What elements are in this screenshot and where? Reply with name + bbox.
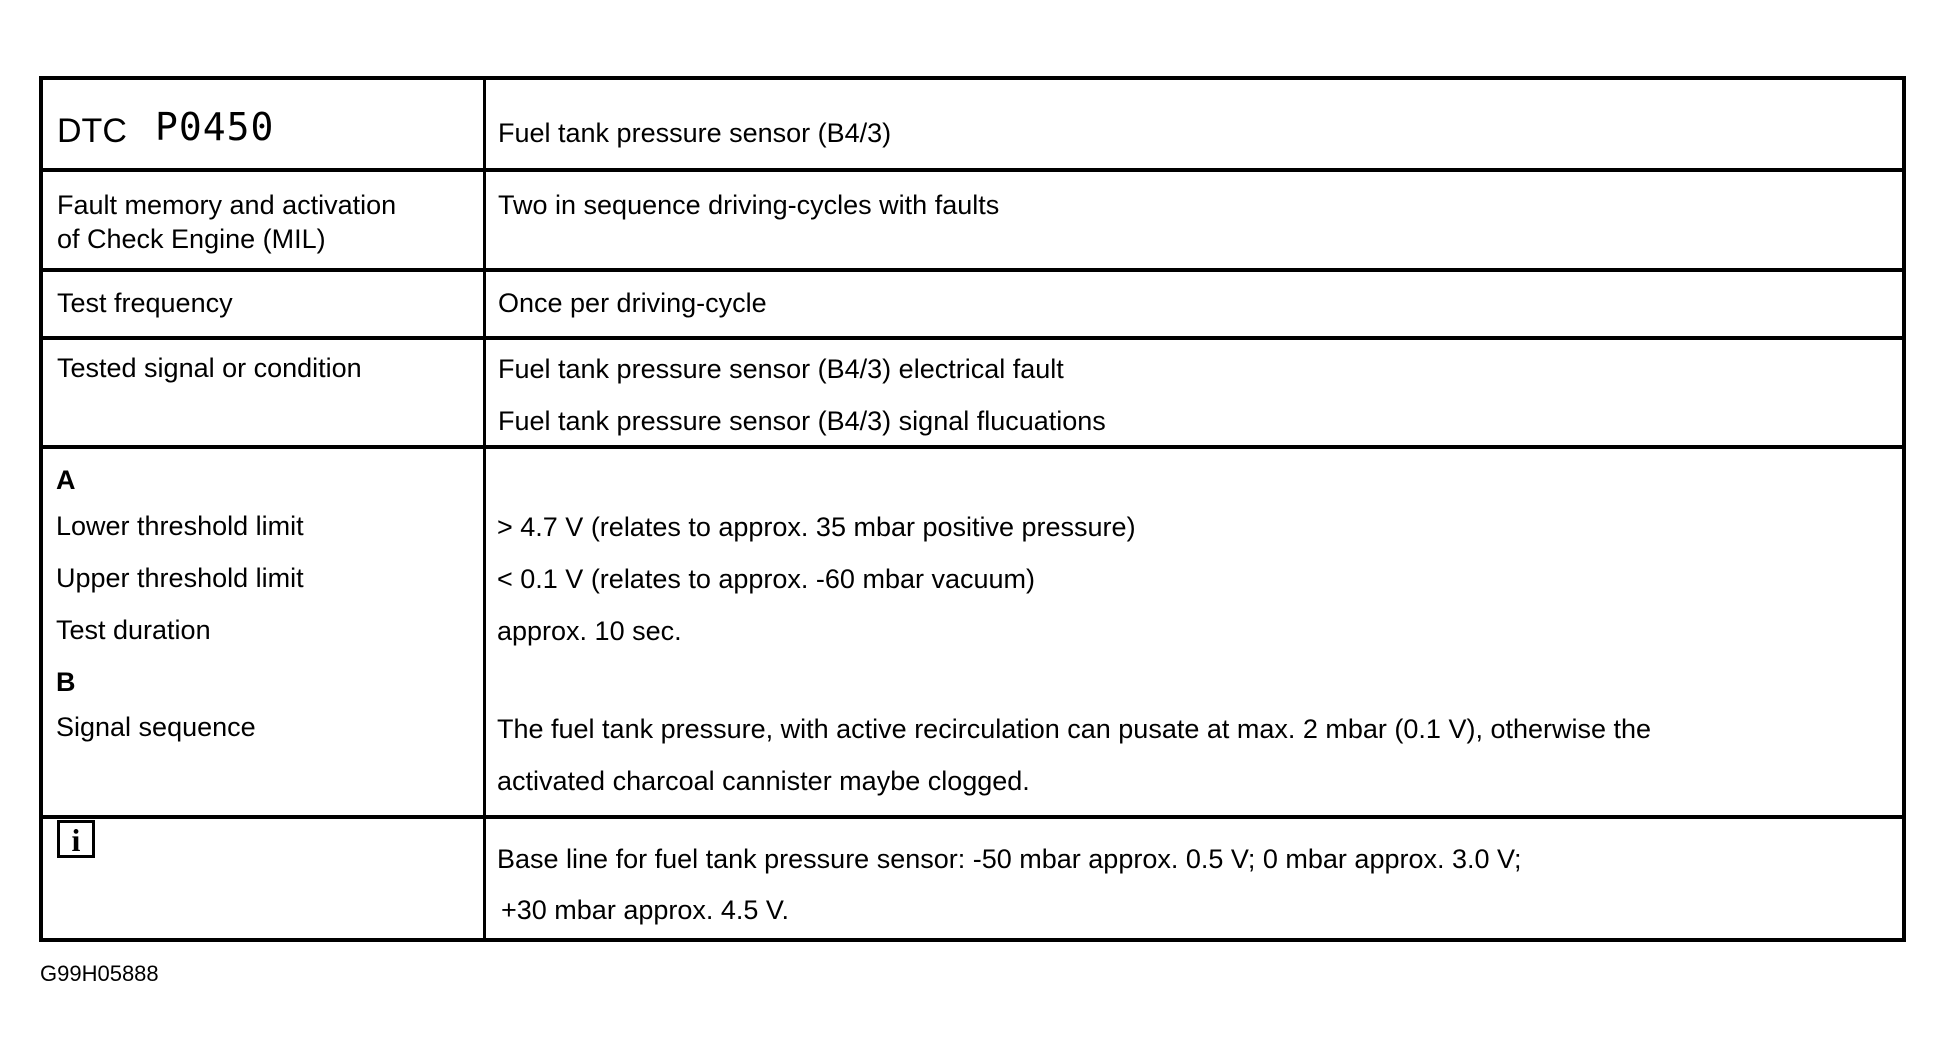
row-divider — [43, 268, 1902, 272]
row-value: Two in sequence driving-cycles with faul… — [498, 190, 1000, 220]
row-label: Test duration — [56, 615, 211, 645]
row-value: Fuel tank pressure sensor (B4/3) signal … — [498, 406, 1106, 436]
column-divider — [483, 80, 486, 938]
row-value: Once per driving-cycle — [498, 288, 767, 318]
row-divider — [43, 445, 1902, 449]
dtc-label: DTC — [57, 112, 127, 150]
row-value: activated charcoal cannister maybe clogg… — [497, 766, 1030, 796]
row-label: Lower threshold limit — [56, 511, 304, 541]
row-divider — [43, 815, 1902, 819]
row-value: Fuel tank pressure sensor (B4/3) electri… — [498, 354, 1064, 384]
dtc-code: P0450 — [155, 105, 275, 149]
info-value: +30 mbar approx. 4.5 V. — [501, 895, 789, 925]
row-label: Signal sequence — [56, 712, 256, 742]
row-divider — [43, 336, 1902, 340]
row-label: Fault memory and activation — [57, 190, 397, 220]
figure-caption: G99H05888 — [40, 961, 159, 986]
row-divider — [43, 168, 1902, 172]
row-label: Test frequency — [57, 288, 233, 318]
info-icon: i — [57, 820, 95, 858]
row-value: < 0.1 V (relates to approx. -60 mbar vac… — [497, 564, 1035, 594]
info-value: Base line for fuel tank pressure sensor:… — [497, 844, 1522, 874]
dtc-table: DTC P0450 Fuel tank pressure sensor (B4/… — [39, 76, 1906, 942]
row-value: approx. 10 sec. — [497, 616, 682, 646]
section-a-heading: A — [56, 465, 76, 495]
row-value: > 4.7 V (relates to approx. 35 mbar posi… — [497, 512, 1136, 542]
dtc-description: Fuel tank pressure sensor (B4/3) — [498, 118, 892, 148]
row-label: Tested signal or condition — [57, 353, 362, 383]
row-label: of Check Engine (MIL) — [57, 224, 326, 254]
row-label: Upper threshold limit — [56, 563, 304, 593]
row-value: The fuel tank pressure, with active reci… — [497, 714, 1652, 744]
section-b-heading: B — [56, 667, 76, 697]
